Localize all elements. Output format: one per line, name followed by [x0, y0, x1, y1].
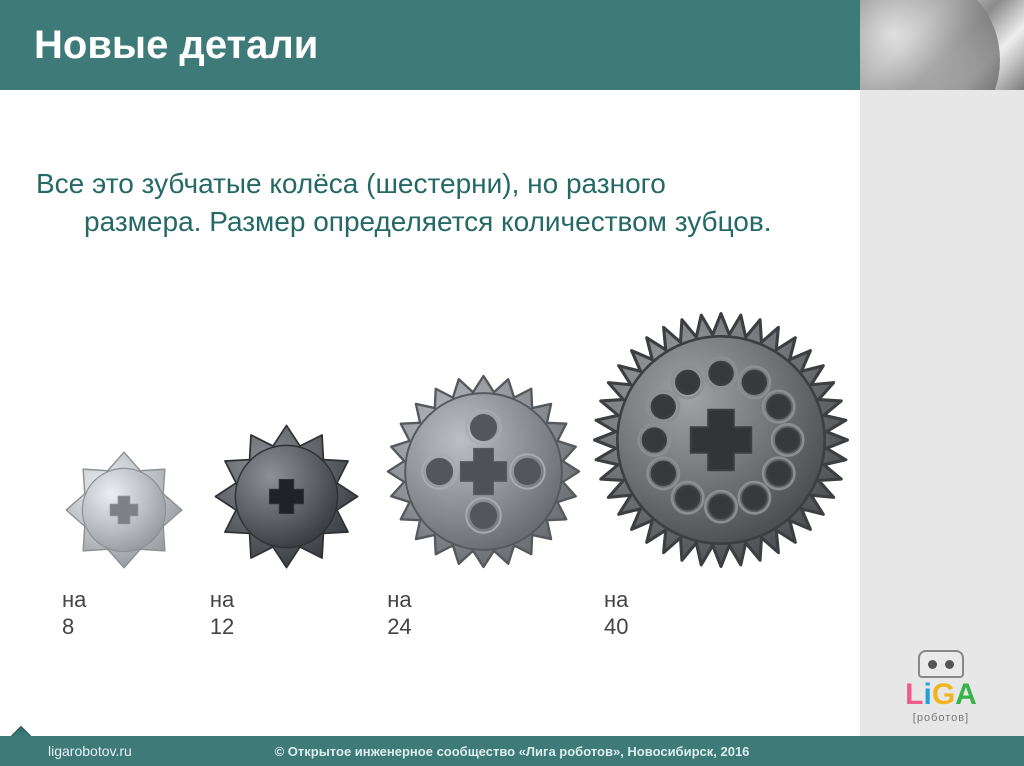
brand-letter: A	[955, 678, 977, 711]
footer-copyright: © Открытое инженерное сообщество «Лига р…	[275, 744, 750, 759]
gear-icon	[386, 374, 581, 569]
gear-label-prefix: на	[604, 587, 628, 612]
gear-label-prefix: на	[210, 587, 234, 612]
gear-icon	[214, 424, 359, 569]
footer-url: ligarobotov.ru	[48, 743, 132, 759]
gears-row: на 8 на 12 на 24 на 40	[50, 310, 850, 640]
header-decor-image	[860, 0, 1024, 90]
gear-label: на 12	[198, 587, 234, 640]
gear-icon	[592, 311, 850, 569]
gear-label-prefix: на	[387, 587, 411, 612]
brand-letter: L	[905, 678, 923, 711]
gear-item-12: на 12	[198, 424, 375, 640]
slide: Новые детали Все это зубчатые колёса (ше…	[0, 0, 1024, 766]
body-line-2: размера. Размер определяется количеством…	[36, 203, 816, 241]
brand-letter: i	[923, 678, 931, 711]
gear-label-value: 12	[210, 614, 234, 640]
gear-label: на 24	[375, 587, 411, 640]
gear-label-value: 8	[62, 614, 86, 640]
body-line-1: Все это зубчатые колёса (шестерни), но р…	[36, 168, 666, 199]
gear-label: на 8	[50, 587, 86, 640]
body-text: Все это зубчатые колёса (шестерни), но р…	[36, 165, 816, 241]
gear-label: на 40	[592, 587, 628, 640]
header-bar: Новые детали	[0, 0, 860, 90]
brand-subtitle: [роботов]	[876, 712, 1006, 724]
slide-title: Новые детали	[34, 23, 318, 68]
gear-label-prefix: на	[62, 587, 86, 612]
brand-letter: G	[932, 678, 955, 711]
brand-logo: LiGA [роботов]	[876, 650, 1006, 724]
footer-bar: ligarobotov.ru © Открытое инженерное соо…	[0, 736, 1024, 766]
gear-label-value: 40	[604, 614, 628, 640]
gear-icon	[65, 451, 183, 569]
gear-item-40: на 40	[592, 311, 850, 640]
brand-word: LiGA	[876, 680, 1006, 710]
gear-item-8: на 8	[50, 451, 198, 640]
robot-icon	[918, 650, 964, 678]
gear-item-24: на 24	[375, 374, 592, 640]
gear-label-value: 24	[387, 614, 411, 640]
